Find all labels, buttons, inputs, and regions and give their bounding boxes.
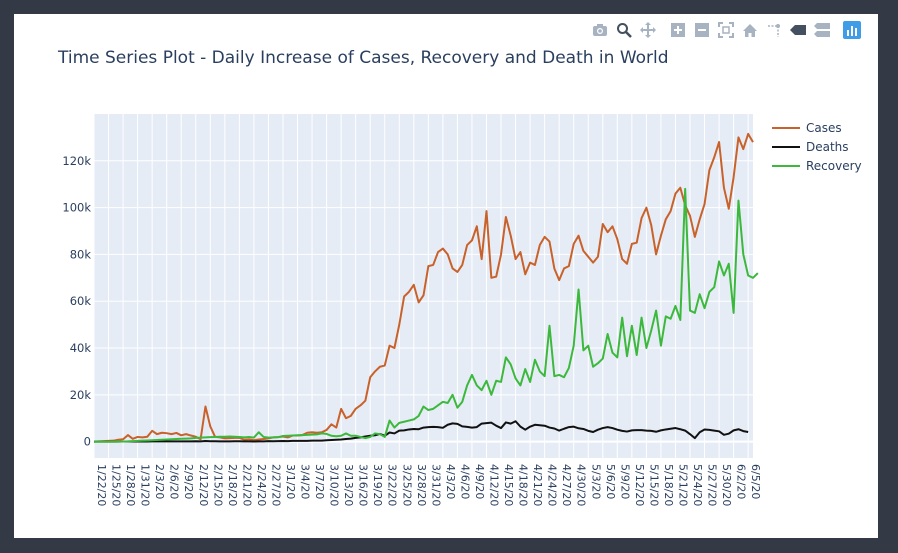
x-tick-label: 2/21/20 <box>240 464 253 506</box>
hover-closest-icon[interactable] <box>788 20 808 40</box>
x-tick-label: 6/2/20 <box>735 464 748 499</box>
x-tick-label: 5/30/20 <box>720 464 733 506</box>
pan-icon[interactable] <box>638 20 658 40</box>
x-tick-label: 5/15/20 <box>647 464 660 506</box>
x-tick-label: 2/18/20 <box>226 464 239 506</box>
legend-item-deaths[interactable]: Deaths <box>772 140 849 154</box>
y-tick-label: 100k <box>62 201 91 215</box>
legend-item-recovery[interactable]: Recovery <box>772 159 862 173</box>
x-tick-label: 2/9/20 <box>182 464 195 499</box>
x-tick-label: 1/31/20 <box>139 464 152 506</box>
x-tick-label: 1/25/20 <box>110 464 123 506</box>
x-tick-label: 2/12/20 <box>197 464 210 506</box>
x-tick-label: 3/31/20 <box>429 464 442 506</box>
grid-lines <box>93 114 753 458</box>
zoom-out-icon[interactable] <box>692 20 712 40</box>
legend-label: Cases <box>806 121 842 135</box>
series-lines <box>93 132 759 443</box>
series-line-recovery <box>94 187 759 443</box>
x-tick-label: 4/3/20 <box>444 464 457 499</box>
x-tick-label: 3/7/20 <box>313 464 326 499</box>
x-tick-label: 4/15/20 <box>502 464 515 506</box>
x-tick-label: 4/18/20 <box>517 464 530 506</box>
x-tick-label: 4/6/20 <box>458 464 471 499</box>
chart-title: Time Series Plot - Daily Increase of Cas… <box>58 48 669 68</box>
spike-lines-icon[interactable] <box>764 20 784 40</box>
hover-compare-icon[interactable] <box>812 20 832 40</box>
x-tick-label: 6/5/20 <box>749 464 762 499</box>
y-axis: 0 20k 40k 60k 80k 100k 120k <box>62 154 91 449</box>
x-tick-label: 3/1/20 <box>284 464 297 499</box>
x-tick-label: 3/19/20 <box>371 464 384 506</box>
camera-icon[interactable] <box>590 20 610 40</box>
home-icon[interactable] <box>740 20 760 40</box>
y-tick-label: 40k <box>70 341 92 355</box>
x-tick-label: 3/28/20 <box>415 464 428 506</box>
x-tick-label: 5/24/20 <box>691 464 704 506</box>
y-tick-label: 120k <box>62 154 91 168</box>
x-tick-label: 5/3/20 <box>589 464 602 499</box>
x-tick-label: 3/10/20 <box>328 464 341 506</box>
x-tick-label: 4/24/20 <box>546 464 559 506</box>
line-chart[interactable]: 0 20k 40k 60k 80k 100k 120k 1/22/20 1/25/20 1/28… <box>14 14 878 538</box>
autoscale-icon[interactable] <box>716 20 736 40</box>
series-line-cases <box>93 132 754 443</box>
x-tick-label: 3/25/20 <box>400 464 413 506</box>
series-line-deaths <box>94 420 749 443</box>
x-axis: 1/22/20 1/25/20 1/28/20 1/31/20 2/3/20 2/6/20… <box>95 464 762 506</box>
chart-frame: Time Series Plot - Daily Increase of Cas… <box>14 14 878 538</box>
x-tick-label: 2/15/20 <box>211 464 224 506</box>
legend[interactable]: Cases Deaths Recovery <box>772 121 862 173</box>
x-tick-label: 3/13/20 <box>342 464 355 506</box>
x-tick-label: 1/22/20 <box>95 464 108 506</box>
x-tick-label: 4/30/20 <box>575 464 588 506</box>
modebar <box>586 20 862 40</box>
x-tick-label: 3/16/20 <box>357 464 370 506</box>
y-tick-label: 0 <box>84 435 91 449</box>
x-tick-label: 2/6/20 <box>168 464 181 499</box>
legend-label: Deaths <box>806 140 849 154</box>
x-tick-label: 5/9/20 <box>618 464 631 499</box>
x-tick-label: 5/18/20 <box>662 464 675 506</box>
x-tick-label: 3/22/20 <box>386 464 399 506</box>
x-tick-label: 5/12/20 <box>633 464 646 506</box>
x-tick-label: 2/24/20 <box>255 464 268 506</box>
plot-area[interactable] <box>94 114 753 458</box>
y-tick-label: 20k <box>70 388 92 402</box>
y-tick-label: 60k <box>70 294 92 308</box>
x-tick-label: 5/27/20 <box>706 464 719 506</box>
x-tick-label: 4/21/20 <box>531 464 544 506</box>
x-tick-label: 4/27/20 <box>560 464 573 506</box>
legend-item-cases[interactable]: Cases <box>772 121 842 135</box>
x-tick-label: 3/4/20 <box>299 464 312 499</box>
x-tick-label: 5/21/20 <box>676 464 689 506</box>
zoom-icon[interactable] <box>614 20 634 40</box>
x-tick-label: 4/12/20 <box>487 464 500 506</box>
legend-label: Recovery <box>806 159 862 173</box>
x-tick-label: 5/6/20 <box>604 464 617 499</box>
x-tick-label: 1/28/20 <box>124 464 137 506</box>
y-tick-label: 80k <box>70 247 92 261</box>
zoom-in-icon[interactable] <box>668 20 688 40</box>
x-tick-label: 4/9/20 <box>473 464 486 499</box>
x-tick-label: 2/3/20 <box>153 464 166 499</box>
x-tick-label: 2/27/20 <box>269 464 282 506</box>
plotly-logo-icon[interactable] <box>842 20 862 40</box>
